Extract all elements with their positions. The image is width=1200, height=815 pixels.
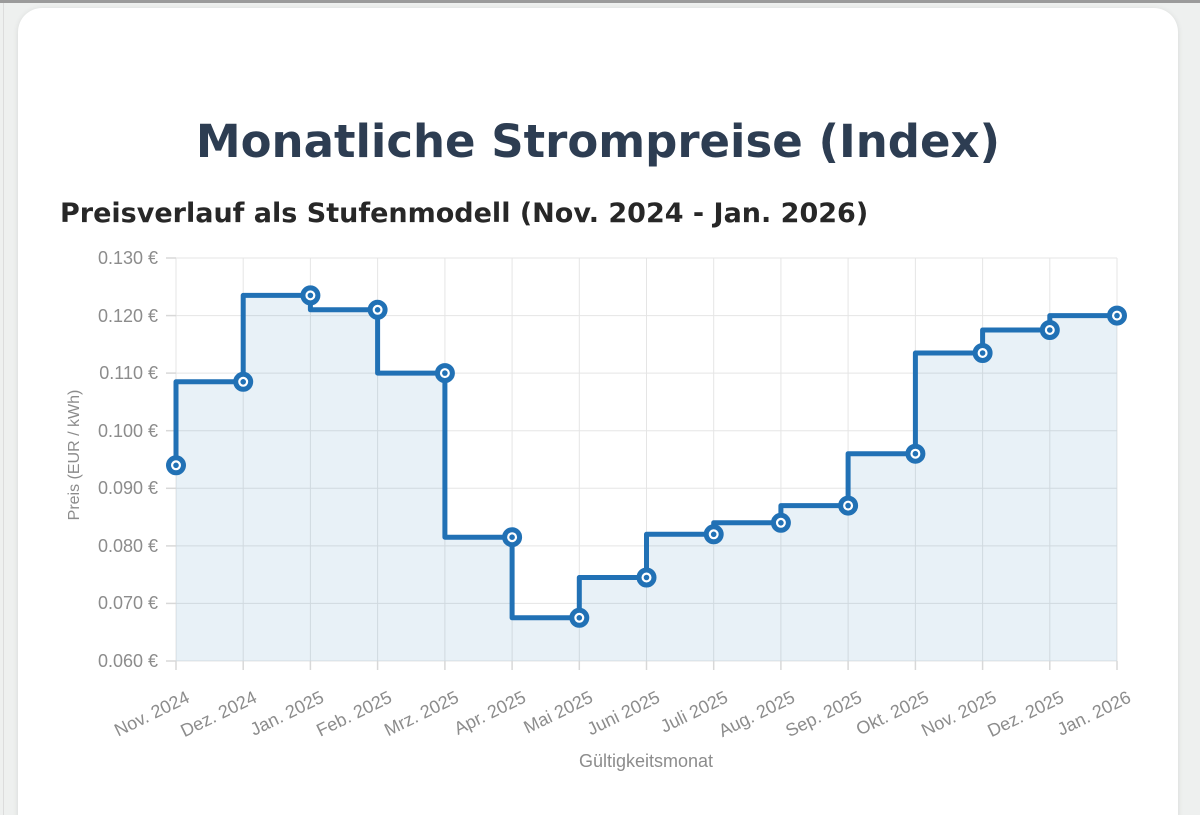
data-point-center-dot [643, 574, 650, 581]
data-point-center-dot [1114, 312, 1120, 319]
data-point-center-dot [240, 379, 246, 385]
y-axis-tick-label: 0.120 € [97, 305, 158, 326]
data-point-center-dot [778, 520, 784, 526]
y-axis-tick-label: 0.060 € [97, 651, 158, 671]
data-point-center-dot [173, 462, 179, 469]
data-point-center-dot [442, 370, 448, 376]
chart-subtitle: Preisverlauf als Stufenmodell (Nov. 2024… [60, 198, 869, 230]
page-title: Monatliche Strompreise (Index) [195, 115, 1001, 169]
data-point-center-dot [509, 534, 515, 540]
y-axis-title: Preis (EUR / kWh) [66, 389, 83, 521]
data-point-center-dot [845, 502, 851, 509]
window-top-border [0, 0, 1200, 3]
data-point-center-dot [979, 350, 986, 356]
x-axis-title: Gültigkeitsmonat [578, 751, 714, 771]
data-point-center-dot [912, 450, 919, 457]
area-fill [176, 295, 1117, 661]
y-axis-tick-label: 0.110 € [99, 363, 158, 384]
window-left-border [3, 3, 4, 815]
data-point-center-dot [1047, 327, 1053, 333]
y-axis-tick-label: 0.070 € [97, 593, 158, 614]
y-axis-tick-label: 0.130 € [97, 248, 158, 268]
data-point-center-dot [374, 307, 381, 313]
y-axis-tick-label: 0.100 € [97, 420, 158, 441]
data-point-center-dot [576, 615, 583, 621]
data-point-center-dot [710, 531, 717, 538]
y-axis-tick-label: 0.090 € [97, 478, 158, 499]
y-axis-tick-label: 0.080 € [97, 535, 158, 556]
content-card [18, 8, 1178, 815]
data-point-center-dot [307, 292, 314, 299]
